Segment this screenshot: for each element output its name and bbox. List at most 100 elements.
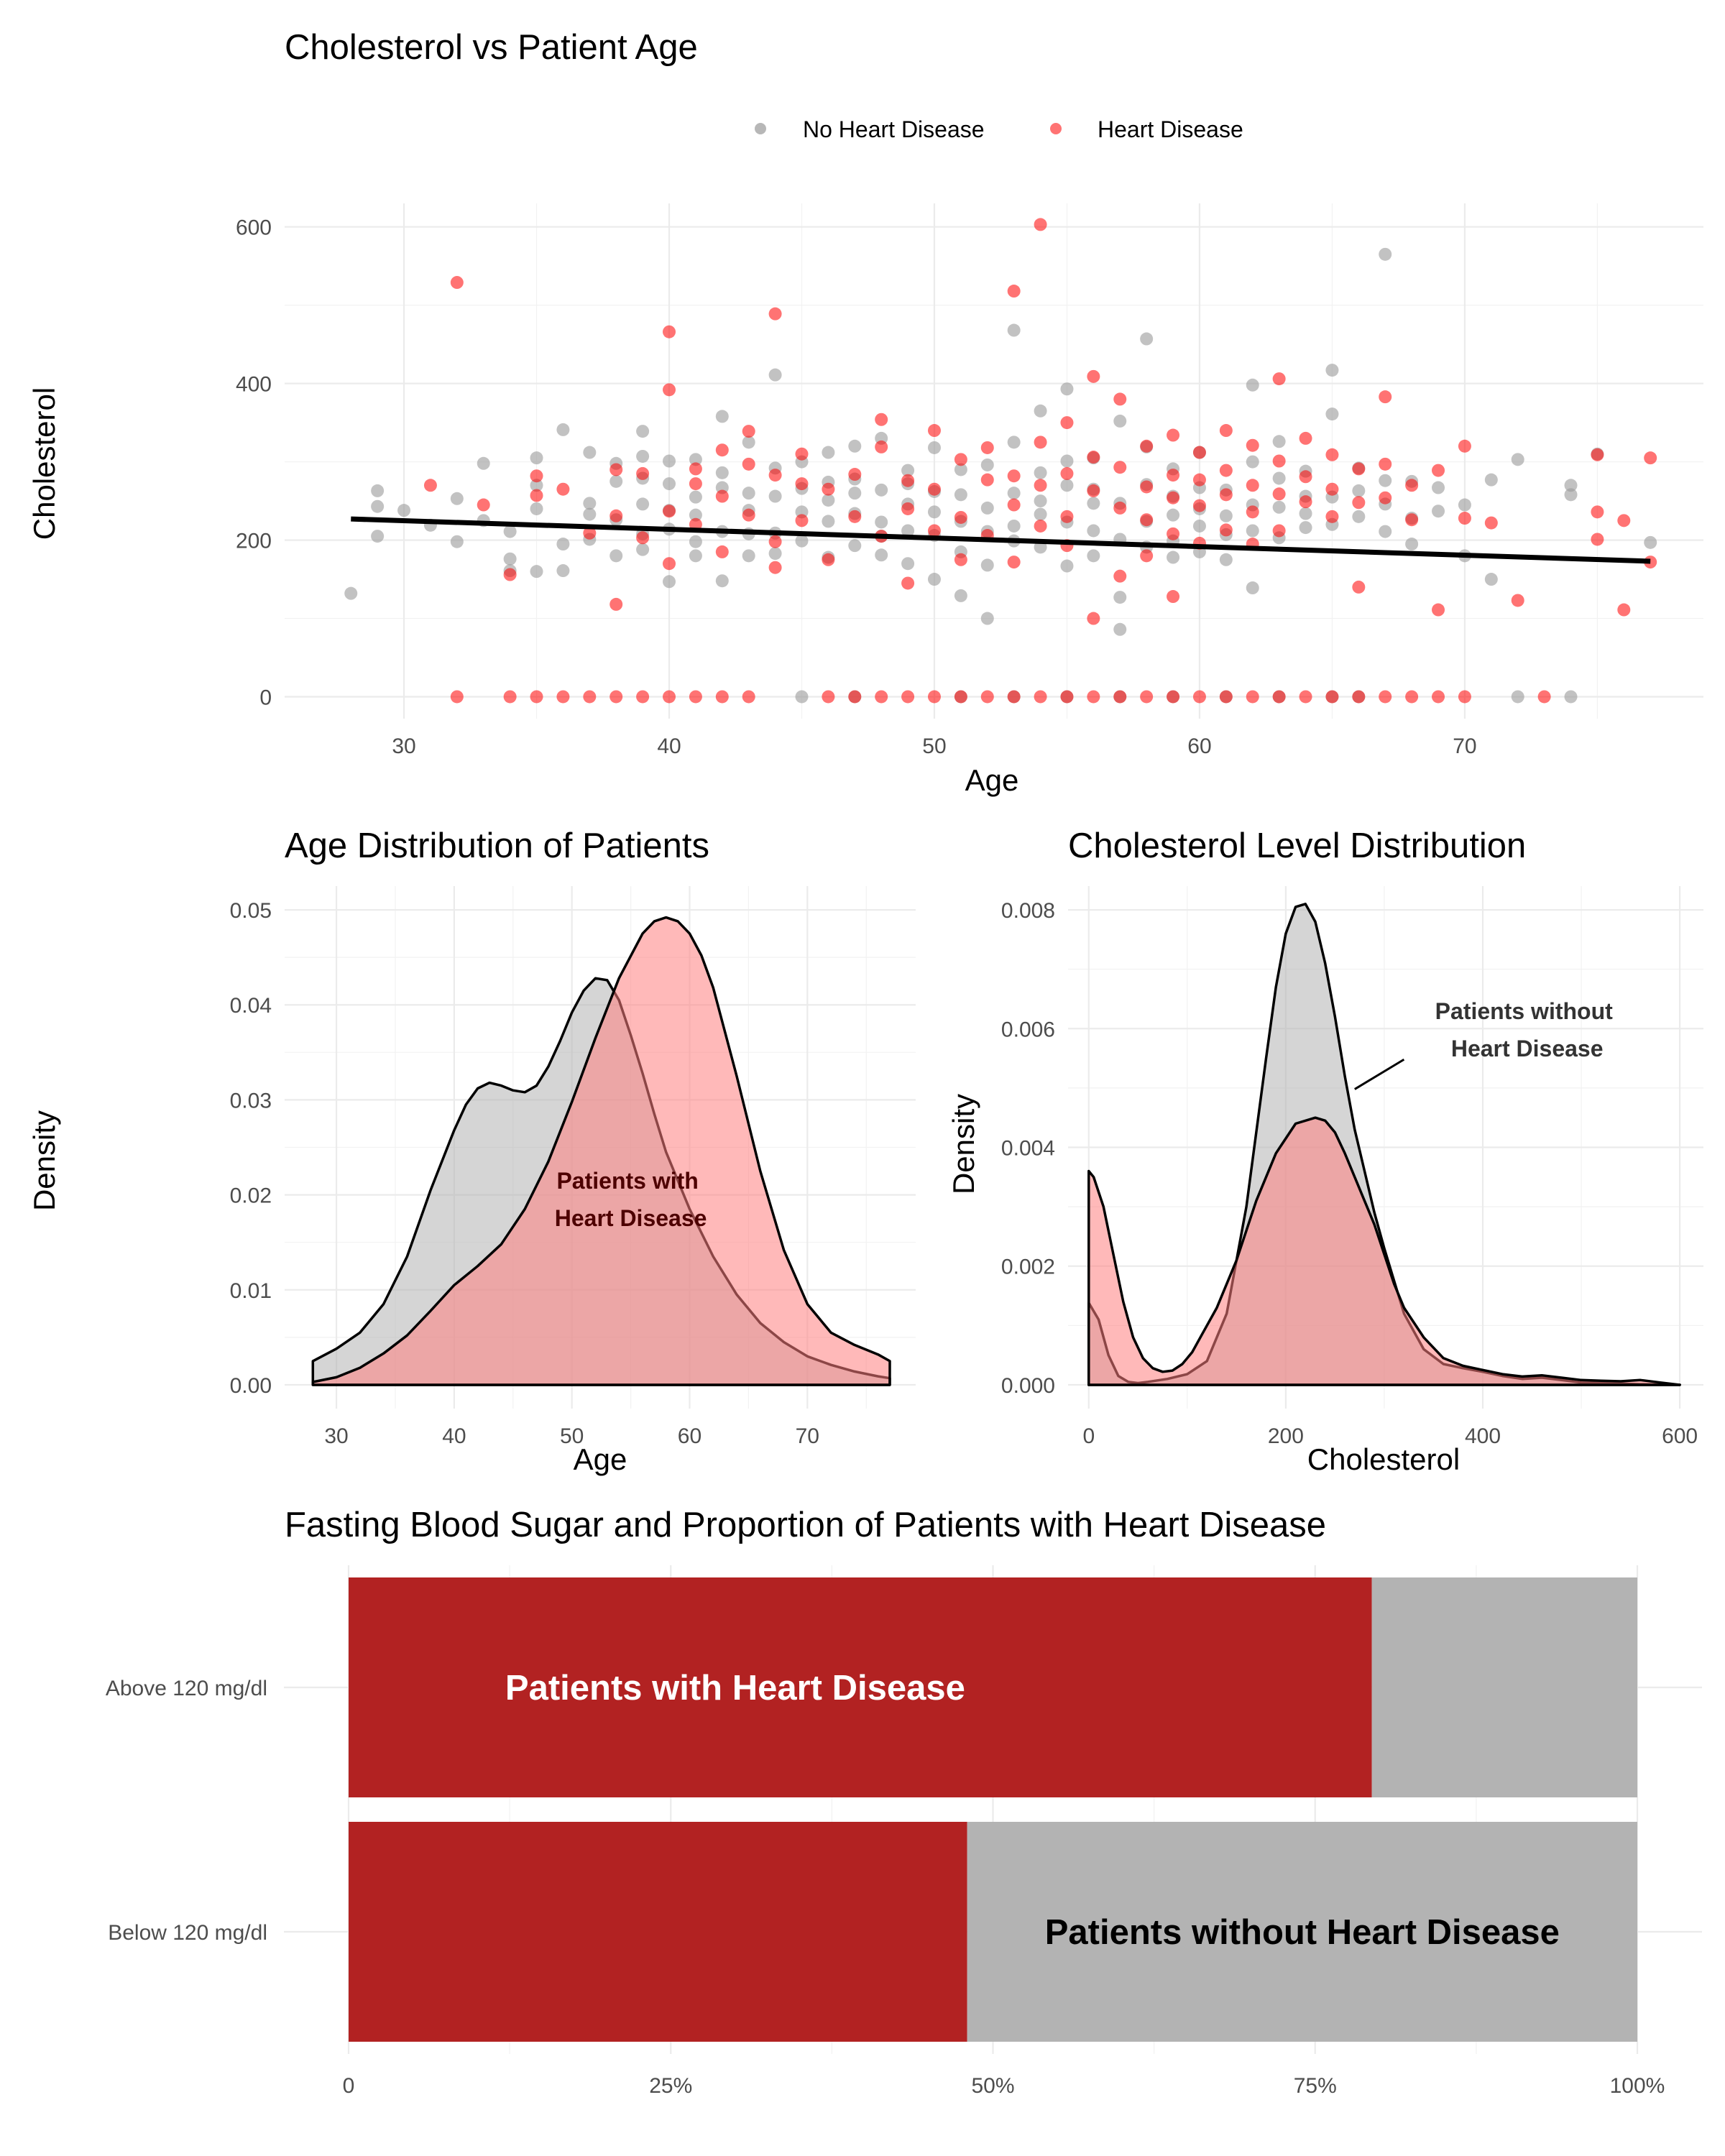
point-no-heart-disease xyxy=(954,488,967,502)
point-no-heart-disease xyxy=(1167,508,1180,522)
point-heart-disease xyxy=(768,561,782,574)
point-heart-disease xyxy=(1034,479,1047,492)
point-no-heart-disease xyxy=(689,490,702,504)
point-no-heart-disease xyxy=(1352,484,1366,497)
point-no-heart-disease xyxy=(927,505,941,519)
point-no-heart-disease xyxy=(848,539,862,553)
point-no-heart-disease xyxy=(477,456,490,470)
scatter-y-axis-label: Cholesterol xyxy=(27,387,61,540)
density-heart-disease xyxy=(311,916,891,1386)
point-no-heart-disease xyxy=(583,507,597,521)
point-heart-disease xyxy=(1060,690,1074,704)
point-heart-disease xyxy=(1140,513,1154,527)
point-no-heart-disease xyxy=(1511,690,1524,704)
legend-key-no-heart-disease xyxy=(755,123,766,134)
point-heart-disease xyxy=(1007,556,1021,569)
age-density-panel: Age Distribution of Patients 30 40 50 60 70 … xyxy=(27,826,916,1476)
point-heart-disease xyxy=(1087,484,1100,497)
point-heart-disease xyxy=(583,690,597,704)
y-tick-label: 600 xyxy=(236,216,272,240)
point-no-heart-disease xyxy=(1140,332,1154,346)
point-heart-disease xyxy=(1246,438,1259,452)
point-no-heart-disease xyxy=(927,441,941,454)
point-no-heart-disease xyxy=(875,515,888,529)
point-no-heart-disease xyxy=(742,549,755,563)
bar-chart-title: Fasting Blood Sugar and Proportion of Pa… xyxy=(285,1506,1326,1544)
point-heart-disease xyxy=(901,474,915,487)
point-no-heart-disease xyxy=(1034,404,1047,418)
point-no-heart-disease xyxy=(1113,591,1127,604)
point-heart-disease xyxy=(1591,448,1604,461)
x-tick-label: 40 xyxy=(442,1424,466,1448)
bar-segment-heart-disease xyxy=(349,1822,967,2042)
point-heart-disease xyxy=(768,535,782,548)
point-no-heart-disease xyxy=(795,534,809,548)
point-heart-disease xyxy=(689,477,702,491)
x-tick-label: 30 xyxy=(392,734,415,758)
point-no-heart-disease xyxy=(795,690,809,704)
legend-label-heart-disease: Heart Disease xyxy=(1098,116,1243,142)
point-heart-disease xyxy=(848,468,862,482)
point-heart-disease xyxy=(610,509,623,522)
point-no-heart-disease xyxy=(556,538,570,551)
point-no-heart-disease xyxy=(1432,481,1445,494)
point-heart-disease xyxy=(1458,439,1471,453)
point-no-heart-disease xyxy=(1644,535,1657,549)
point-heart-disease xyxy=(927,524,941,538)
point-heart-disease xyxy=(663,383,676,397)
bar-chart-x-ticks: 0 25% 50% 75% 100% xyxy=(343,2074,1665,2098)
point-heart-disease xyxy=(663,557,676,571)
point-no-heart-disease xyxy=(636,449,650,463)
scatter-points-heart-disease xyxy=(423,218,1657,704)
point-no-heart-disease xyxy=(901,464,915,477)
y-tick-label: 0.05 xyxy=(230,899,272,923)
point-no-heart-disease xyxy=(636,543,650,556)
category-label: Above 120 mg/dl xyxy=(106,1677,267,1700)
point-heart-disease xyxy=(1087,690,1100,704)
point-heart-disease xyxy=(1087,612,1100,625)
trend-line xyxy=(351,516,1651,564)
y-tick-label: 400 xyxy=(236,373,272,397)
y-tick-label: 200 xyxy=(236,530,272,553)
point-no-heart-disease xyxy=(503,525,517,538)
point-heart-disease xyxy=(954,510,967,524)
age-density-annotation: Patients with Heart Disease xyxy=(555,1168,707,1231)
point-no-heart-disease xyxy=(610,474,623,488)
point-heart-disease xyxy=(1325,510,1339,523)
fasting-blood-sugar-panel: Fasting Blood Sugar and Proportion of Pa… xyxy=(106,1506,1702,2098)
point-no-heart-disease xyxy=(1458,498,1471,512)
point-heart-disease xyxy=(1034,436,1047,449)
point-heart-disease xyxy=(1113,690,1127,704)
point-no-heart-disease xyxy=(875,483,888,497)
cholesterol-density-y-axis-label: Density xyxy=(947,1094,980,1194)
x-tick-label: 75% xyxy=(1294,2074,1337,2098)
point-heart-disease xyxy=(1352,580,1366,594)
point-no-heart-disease xyxy=(715,574,729,588)
point-no-heart-disease xyxy=(768,489,782,503)
age-density-y-axis-label: Density xyxy=(27,1110,61,1211)
point-heart-disease xyxy=(715,443,729,457)
x-tick-label: 200 xyxy=(1268,1424,1304,1448)
point-heart-disease xyxy=(795,447,809,461)
point-no-heart-disease xyxy=(980,458,994,471)
scatter-grid xyxy=(285,203,1703,719)
point-heart-disease xyxy=(901,690,915,704)
point-heart-disease xyxy=(1352,690,1366,704)
point-heart-disease xyxy=(1140,480,1154,494)
point-heart-disease xyxy=(875,413,888,426)
point-heart-disease xyxy=(1272,372,1286,386)
x-tick-label: 50 xyxy=(560,1424,584,1448)
point-no-heart-disease xyxy=(1007,323,1021,337)
point-no-heart-disease xyxy=(689,549,702,563)
point-heart-disease xyxy=(1140,549,1154,563)
y-tick-label: 0.03 xyxy=(230,1089,272,1112)
cholesterol-density-title: Cholesterol Level Distribution xyxy=(1068,826,1526,865)
point-heart-disease xyxy=(1405,690,1419,704)
age-density-y-ticks: 0.00 0.01 0.02 0.03 0.04 0.05 xyxy=(230,899,272,1398)
point-heart-disease xyxy=(503,690,517,704)
point-heart-disease xyxy=(1219,690,1233,704)
annotation-line-2: Heart Disease xyxy=(555,1205,707,1231)
point-no-heart-disease xyxy=(450,535,464,548)
point-no-heart-disease xyxy=(663,454,676,468)
point-no-heart-disease xyxy=(556,564,570,578)
